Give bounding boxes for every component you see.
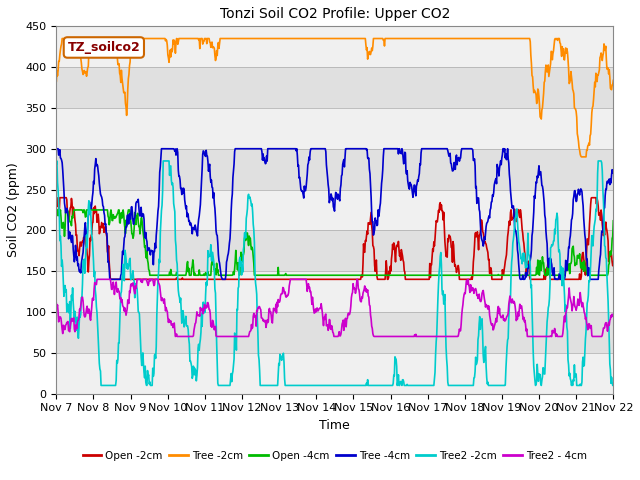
Text: TZ_soilco2: TZ_soilco2 [67, 41, 140, 54]
X-axis label: Time: Time [319, 419, 350, 432]
Bar [56, 149, 613, 190]
Y-axis label: Soil CO2 (ppm): Soil CO2 (ppm) [7, 163, 20, 257]
Bar [56, 353, 613, 394]
Bar [56, 230, 613, 271]
Bar [56, 108, 613, 149]
Bar [56, 190, 613, 230]
Bar [56, 312, 613, 353]
Title: Tonzi Soil CO2 Profile: Upper CO2: Tonzi Soil CO2 Profile: Upper CO2 [220, 7, 450, 21]
Bar [56, 67, 613, 108]
Bar [56, 26, 613, 67]
Bar [56, 271, 613, 312]
Legend: Open -2cm, Tree -2cm, Open -4cm, Tree -4cm, Tree2 -2cm, Tree2 - 4cm: Open -2cm, Tree -2cm, Open -4cm, Tree -4… [79, 446, 591, 465]
